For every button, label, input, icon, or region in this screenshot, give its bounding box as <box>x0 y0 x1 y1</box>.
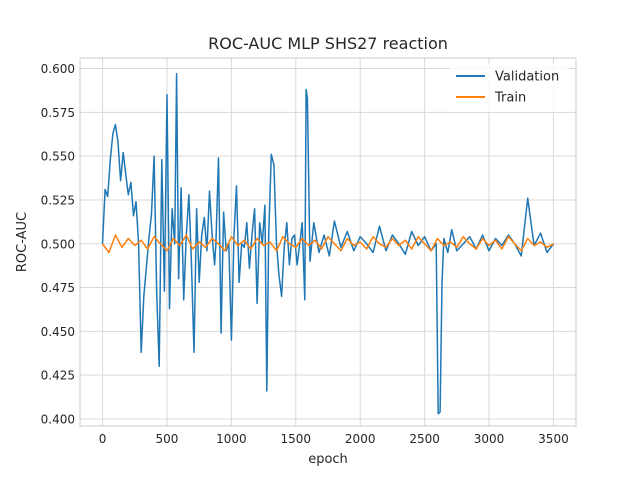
y-tick-label: 0.600 <box>41 62 75 76</box>
y-tick-label: 0.550 <box>41 150 75 164</box>
y-tick-label: 0.575 <box>41 106 75 120</box>
x-tick-label: 500 <box>156 432 179 446</box>
grid <box>80 58 576 426</box>
legend-label-validation: Validation <box>495 70 559 85</box>
chart-title: ROC-AUC MLP SHS27 reaction <box>208 34 448 53</box>
y-tick-label: 0.400 <box>41 412 75 426</box>
y-tick-label: 0.425 <box>41 369 75 383</box>
plot-frame <box>79 57 577 427</box>
y-axis-label: ROC-AUC <box>15 212 30 272</box>
x-tick-label: 1000 <box>216 432 247 446</box>
legend: Validation Train <box>450 64 569 112</box>
x-tick-label: 1500 <box>281 432 312 446</box>
plot-area <box>80 58 576 426</box>
y-tick-label: 0.475 <box>41 281 75 295</box>
series-line-train <box>101 234 554 254</box>
y-tick-label: 0.525 <box>41 193 75 207</box>
x-tick-label: 2000 <box>345 432 376 446</box>
tick-labels: 0 500 1000 1500 2000 2500 3000 3500 0.400 0.425 0.… <box>41 62 569 446</box>
y-tick-label: 0.500 <box>41 237 75 251</box>
x-axis-label: epoch <box>308 452 348 467</box>
x-tick-label: 3000 <box>474 432 505 446</box>
x-tick-label: 0 <box>99 432 107 446</box>
y-tick-label: 0.450 <box>41 325 75 339</box>
series-layer <box>101 73 555 415</box>
x-tick-label: 3500 <box>538 432 569 446</box>
x-tick-label: 2500 <box>409 432 440 446</box>
legend-label-train: Train <box>494 91 526 106</box>
